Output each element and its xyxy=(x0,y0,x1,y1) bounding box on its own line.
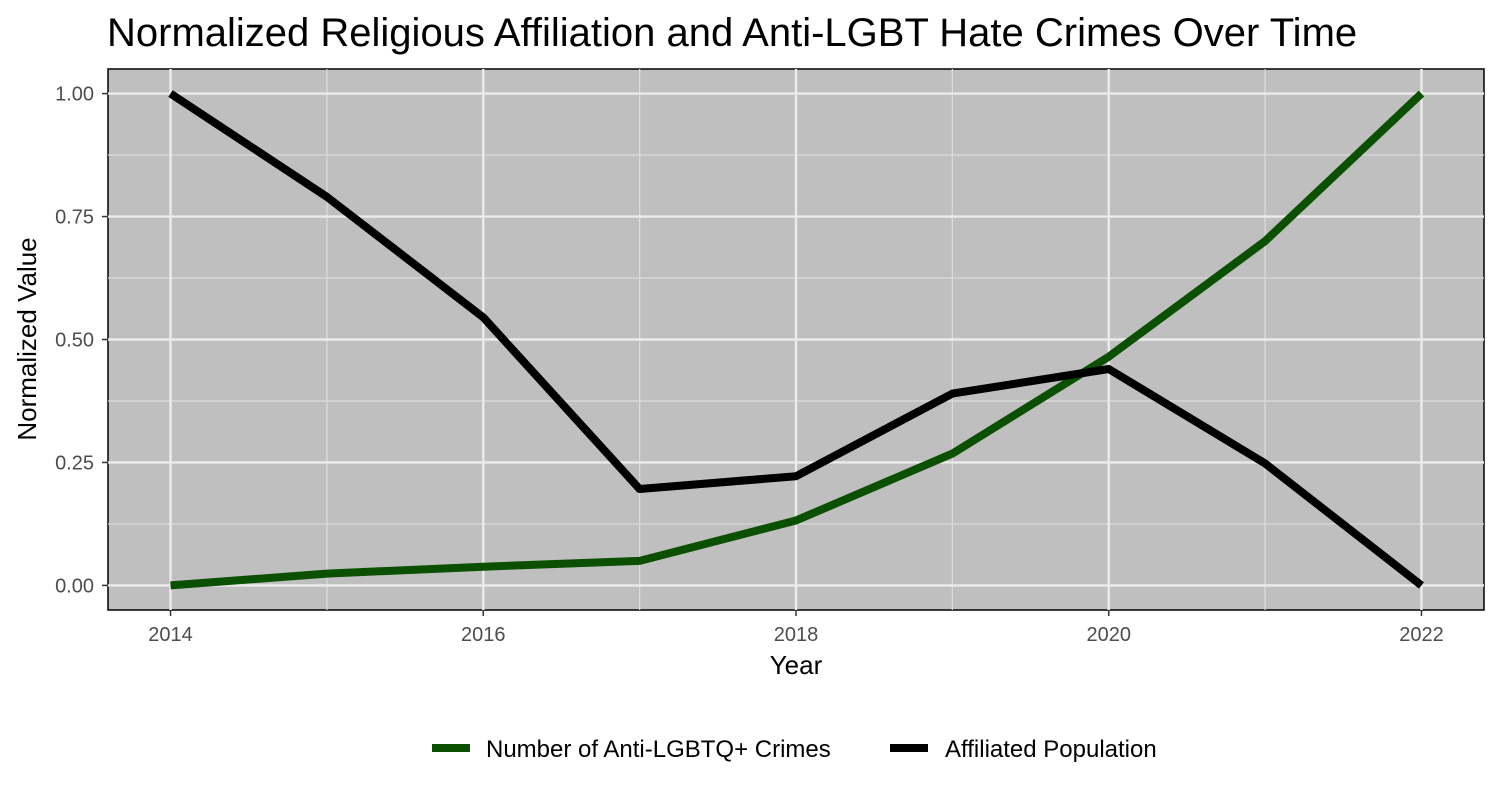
legend-label-crimes: Number of Anti-LGBTQ+ Crimes xyxy=(486,736,831,763)
chart-title: Normalized Religious Affiliation and Ant… xyxy=(107,11,1357,55)
gridlines xyxy=(108,69,1484,610)
y-axis: 0.00 0.25 0.50 0.75 1.00 xyxy=(55,84,108,597)
legend-label-affiliated: Affiliated Population xyxy=(945,736,1157,763)
legend: Number of Anti-LGBTQ+ Crimes Affiliated … xyxy=(432,736,1157,763)
series-line-0 xyxy=(170,90,1425,590)
y-tick-label: 0.00 xyxy=(55,575,94,597)
x-tick-label: 2022 xyxy=(1399,624,1444,646)
series-line-1 xyxy=(168,90,1424,589)
series-lines xyxy=(168,90,1425,590)
x-tick-label: 2016 xyxy=(461,624,506,646)
y-tick-label: 0.25 xyxy=(55,452,94,474)
y-tick-label: 0.50 xyxy=(55,330,94,352)
x-tick-label: 2020 xyxy=(1086,624,1131,646)
x-axis: 2014 2016 2018 2020 2022 xyxy=(148,610,1444,646)
x-axis-title: Year xyxy=(770,650,823,680)
x-tick-label: 2014 xyxy=(148,624,193,646)
y-tick-label: 1.00 xyxy=(55,84,94,106)
y-axis-title: Normalized Value xyxy=(12,237,42,440)
x-tick-label: 2018 xyxy=(774,624,819,646)
y-tick-label: 0.75 xyxy=(55,207,94,229)
